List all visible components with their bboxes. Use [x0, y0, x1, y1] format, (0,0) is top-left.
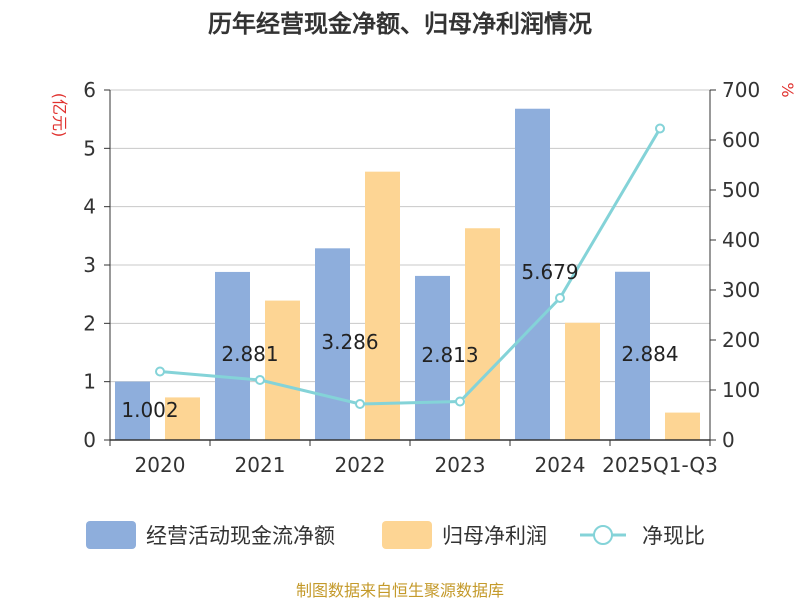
data-labels: 1.002 2.881 3.286 2.813 5.679 2.884	[121, 260, 678, 422]
x-tick-label: 2021	[235, 453, 286, 477]
ratio-point	[255, 375, 265, 385]
bar-net-profit	[265, 300, 300, 440]
bar-operating-cash	[315, 248, 350, 440]
x-tick-label: 2023	[435, 453, 486, 477]
bar-net-profit	[365, 171, 400, 440]
bar-data-label: 1.002	[121, 398, 178, 422]
bar-net-profit	[465, 228, 500, 440]
left-tick-label: 6	[83, 78, 96, 102]
bar-data-label: 3.286	[321, 330, 378, 354]
bar-data-label: 2.884	[621, 342, 678, 366]
bar-operating-cash	[515, 108, 550, 440]
x-tick-label: 2020	[135, 453, 186, 477]
right-tick-label: 0	[722, 428, 735, 452]
bar-data-label: 5.679	[521, 260, 578, 284]
legend-swatch	[382, 521, 432, 549]
bar-operating-cash	[415, 275, 450, 440]
right-tick-label: 700	[722, 78, 760, 102]
legend: 经营活动现金流净额 归母净利润 净现比	[86, 521, 705, 549]
legend-label: 经营活动现金流净额	[146, 524, 335, 548]
bar-operating-cash	[615, 271, 650, 440]
source-note: 制图数据来自恒生聚源数据库	[296, 581, 504, 600]
axes: 0 1 2 3 4 5 6 0 100 200 300 400 500 600 700 2020 2021 202…	[83, 78, 760, 477]
bars	[115, 108, 700, 440]
bar-data-label: 2.813	[421, 343, 478, 367]
chart-title: 历年经营现金净额、归母净利润情况	[208, 10, 592, 38]
left-tick-label: 1	[83, 370, 96, 394]
ratio-point	[655, 123, 665, 134]
left-tick-label: 4	[83, 195, 96, 219]
legend-label: 归母净利润	[442, 524, 547, 548]
left-tick-label: 2	[83, 311, 96, 335]
left-axis-unit: (亿元)	[50, 93, 69, 138]
right-tick-label: 200	[722, 328, 760, 352]
ratio-point	[155, 366, 165, 377]
left-tick-label: 0	[83, 428, 96, 452]
legend-swatch	[86, 521, 136, 549]
right-tick-label: 100	[722, 378, 760, 402]
grid-lines	[110, 89, 710, 383]
left-tick-label: 3	[83, 253, 96, 277]
x-tick-label: 2024	[535, 453, 586, 477]
right-tick-label: 500	[722, 178, 760, 202]
ratio-point	[455, 396, 465, 407]
legend-label: 净现比	[642, 524, 705, 548]
x-tick-label: 2022	[335, 453, 386, 477]
bar-net-profit	[565, 322, 600, 440]
bar-net-profit	[665, 412, 700, 440]
right-tick-label: 600	[722, 128, 760, 152]
left-tick-label: 5	[83, 136, 96, 160]
bar-operating-cash	[115, 381, 150, 440]
right-axis-unit: %	[778, 82, 797, 97]
ratio-point	[555, 293, 565, 303]
bar-operating-cash	[215, 271, 250, 440]
x-tick-label: 2025Q1-Q3	[602, 453, 718, 477]
ratio-line-path	[159, 127, 662, 406]
bar-net-profit	[165, 397, 200, 440]
right-tick-label: 300	[722, 278, 760, 302]
ratio-line	[155, 123, 665, 409]
right-tick-label: 400	[722, 228, 760, 252]
bar-data-label: 2.881	[221, 342, 278, 366]
legend-line-marker	[593, 525, 613, 545]
ratio-point	[355, 399, 365, 409]
